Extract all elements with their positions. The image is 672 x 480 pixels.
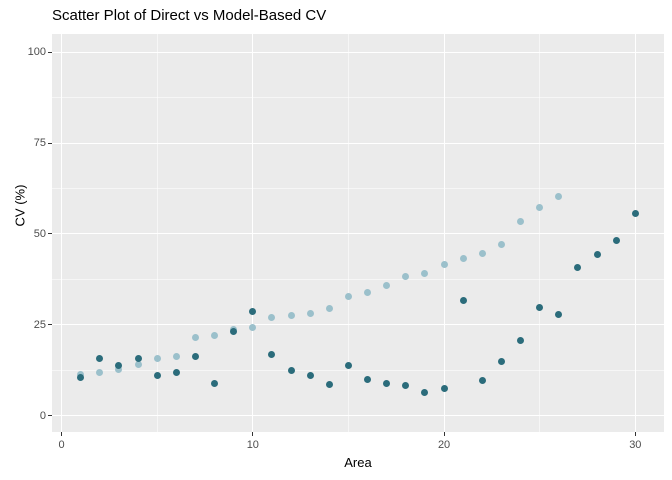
data-point-dark-teal-series	[191, 352, 199, 360]
data-point-dark-teal-series	[497, 357, 505, 365]
data-point-dark-teal-series	[402, 381, 410, 389]
x-axis-tick	[634, 432, 636, 436]
data-point-dark-teal-series	[344, 361, 352, 369]
data-point-dark-teal-series	[306, 371, 314, 379]
data-point-dark-teal-series	[536, 303, 544, 311]
data-point-dark-teal-series	[96, 355, 104, 363]
y-tick-label: 50	[33, 227, 46, 240]
data-point-light-blue-series	[96, 368, 104, 376]
data-point-light-blue-series	[383, 282, 391, 290]
gridline-y-major	[52, 51, 664, 53]
data-point-light-blue-series	[402, 272, 410, 280]
data-point-dark-teal-series	[230, 328, 238, 336]
y-axis-title: CV (%)	[12, 184, 28, 227]
x-axis-tick	[443, 432, 445, 436]
y-axis-tick	[48, 324, 52, 326]
data-point-dark-teal-series	[172, 369, 180, 377]
data-point-dark-teal-series	[383, 380, 391, 388]
data-point-light-blue-series	[344, 292, 352, 300]
data-point-dark-teal-series	[325, 381, 333, 389]
x-axis-tick	[61, 432, 63, 436]
gridline-x-major	[443, 34, 445, 432]
gridline-y-major	[52, 142, 664, 144]
data-point-dark-teal-series	[364, 375, 372, 383]
data-point-light-blue-series	[153, 355, 161, 363]
gridline-x-major	[252, 34, 254, 432]
data-point-dark-teal-series	[77, 374, 85, 382]
data-point-dark-teal-series	[287, 367, 295, 375]
gridline-x-minor	[156, 34, 158, 432]
data-point-light-blue-series	[555, 192, 563, 200]
y-tick-label: 100	[27, 46, 46, 59]
data-point-light-blue-series	[115, 366, 123, 374]
x-axis-tick	[252, 432, 254, 436]
gridline-y-minor	[52, 278, 664, 280]
data-point-light-blue-series	[517, 218, 525, 226]
y-axis-tick	[48, 233, 52, 235]
y-tick-label: 25	[33, 318, 46, 331]
data-point-dark-teal-series	[555, 310, 563, 318]
x-tick-label: 30	[629, 439, 642, 451]
y-axis-tick	[48, 142, 52, 144]
data-point-dark-teal-series	[153, 372, 161, 380]
data-point-light-blue-series	[364, 288, 372, 296]
chart-title: Scatter Plot of Direct vs Model-Based CV	[52, 7, 327, 24]
gridline-x-major	[61, 34, 63, 432]
y-axis-tick	[48, 415, 52, 417]
gridline-x-minor	[347, 34, 349, 432]
gridline-y-major	[52, 233, 664, 235]
data-point-dark-teal-series	[517, 336, 525, 344]
gridline-y-minor	[52, 369, 664, 371]
data-point-dark-teal-series	[421, 388, 429, 396]
x-tick-label: 10	[246, 439, 259, 451]
gridline-x-major	[634, 34, 636, 432]
x-tick-label: 20	[437, 439, 451, 451]
data-point-light-blue-series	[478, 250, 486, 258]
data-point-light-blue-series	[459, 254, 467, 262]
data-point-light-blue-series	[134, 360, 142, 368]
data-point-dark-teal-series	[631, 210, 639, 218]
data-point-dark-teal-series	[459, 297, 467, 305]
y-tick-label: 0	[39, 409, 46, 422]
data-point-dark-teal-series	[115, 362, 123, 370]
data-point-dark-teal-series	[268, 351, 276, 359]
data-point-light-blue-series	[211, 331, 219, 339]
data-point-light-blue-series	[172, 352, 180, 360]
data-point-light-blue-series	[306, 310, 314, 318]
gridline-x-minor	[539, 34, 541, 432]
gridline-y-minor	[52, 187, 664, 189]
data-point-dark-teal-series	[612, 237, 620, 245]
data-point-dark-teal-series	[593, 250, 601, 258]
data-point-dark-teal-series	[478, 376, 486, 384]
data-point-light-blue-series	[440, 260, 448, 268]
gridline-y-major	[52, 415, 664, 417]
data-point-light-blue-series	[249, 323, 257, 331]
x-axis-title: Area	[344, 455, 372, 470]
data-point-light-blue-series	[191, 334, 199, 342]
data-point-light-blue-series	[287, 312, 295, 320]
plot-panel	[52, 34, 664, 432]
x-tick-label: 0	[58, 439, 65, 451]
data-point-dark-teal-series	[249, 308, 257, 316]
data-point-light-blue-series	[421, 269, 429, 277]
data-point-light-blue-series	[497, 240, 505, 248]
data-point-light-blue-series	[268, 313, 276, 321]
data-point-light-blue-series	[325, 304, 333, 312]
data-point-dark-teal-series	[574, 263, 582, 271]
data-point-light-blue-series	[536, 204, 544, 212]
data-point-dark-teal-series	[440, 385, 448, 393]
y-axis-tick	[48, 51, 52, 53]
y-tick-label: 75	[33, 137, 46, 150]
data-point-dark-teal-series	[211, 380, 219, 388]
gridline-y-major	[52, 324, 664, 326]
gridline-y-minor	[52, 97, 664, 99]
data-point-dark-teal-series	[134, 355, 142, 363]
